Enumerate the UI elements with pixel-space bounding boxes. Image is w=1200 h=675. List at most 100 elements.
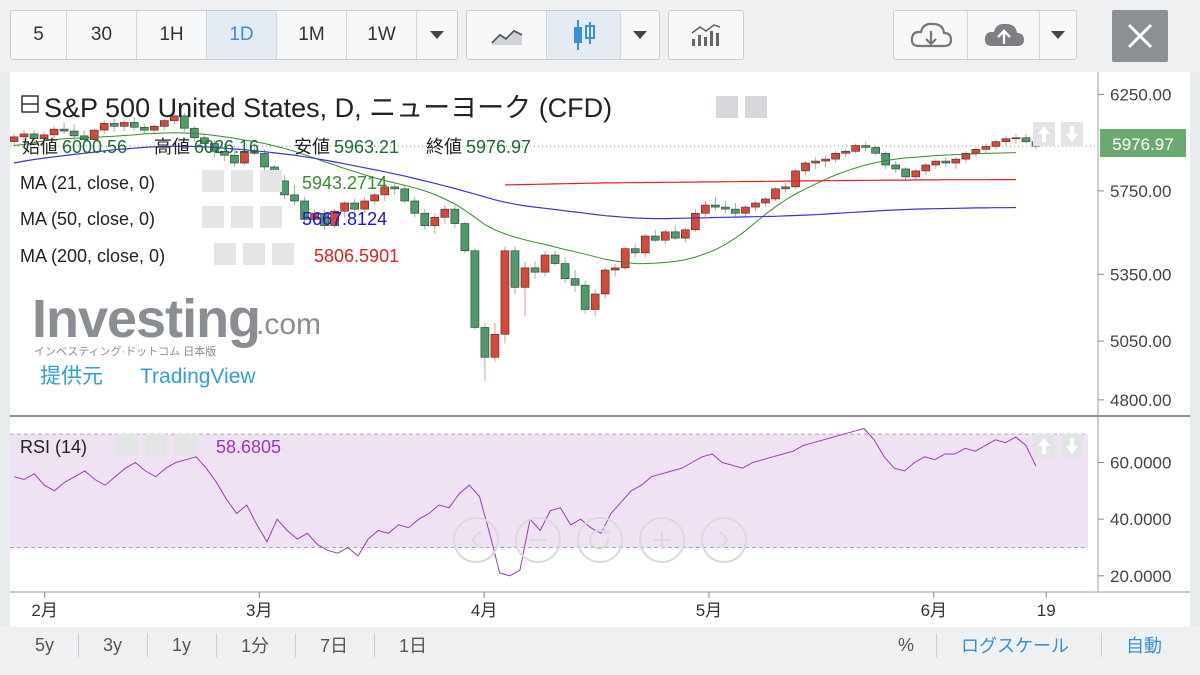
arrow-up-icon	[1038, 126, 1050, 142]
candle	[670, 231, 680, 239]
ma200-visibility-icon[interactable]	[214, 243, 236, 265]
ma50-settings-icon[interactable]	[231, 206, 253, 228]
interval-group: 5 30 1H 1D 1M 1W	[10, 10, 458, 60]
candle	[129, 122, 139, 128]
candlestick-icon	[573, 20, 595, 50]
zoom-out-button[interactable]	[515, 517, 561, 563]
chevron-down-icon	[430, 31, 444, 39]
rsi-tick-label: 40.0000	[1110, 510, 1171, 529]
cloud-save-button[interactable]	[968, 11, 1040, 59]
zoom-in-button[interactable]	[639, 517, 685, 563]
candle	[220, 151, 229, 156]
ma50-visibility-icon[interactable]	[202, 206, 224, 228]
rsi-settings-icon[interactable]	[145, 434, 167, 456]
rsi-controls[interactable]	[116, 434, 196, 456]
candle	[731, 208, 740, 214]
candle	[540, 254, 550, 273]
scroll-left-button[interactable]	[453, 517, 499, 563]
chevron-right-icon	[719, 531, 730, 549]
interval-30-button[interactable]: 30	[67, 11, 137, 59]
candle-chart-button[interactable]	[547, 11, 621, 59]
candle	[370, 194, 380, 202]
candle	[570, 278, 580, 286]
price-chart[interactable]: 6250.00 5750.00 5350.00 5050.00 4800.00 60.0…	[9, 72, 1190, 627]
time-tick-label: 19	[1037, 601, 1056, 620]
range-1min-button[interactable]: 1分	[241, 636, 270, 656]
candle	[1011, 137, 1021, 140]
chevron-left-icon	[470, 531, 481, 549]
ma50-controls[interactable]	[202, 206, 282, 228]
open-label: 始値	[22, 137, 58, 157]
candle	[660, 231, 670, 241]
interval-1m-button[interactable]: 1M	[277, 11, 347, 59]
line-chart-button[interactable]	[467, 11, 547, 59]
chevron-down-icon	[1051, 31, 1065, 39]
ma200-remove-icon[interactable]	[272, 243, 294, 265]
scroll-right-button[interactable]	[701, 517, 747, 563]
range-7d-button[interactable]: 7日	[320, 636, 349, 656]
ma21-remove-icon[interactable]	[260, 170, 282, 192]
interval-5-button[interactable]: 5	[11, 11, 67, 59]
range-1d-button[interactable]: 1日	[399, 636, 428, 656]
candle	[931, 160, 941, 166]
nav-controls	[453, 517, 747, 563]
price-axis[interactable]: 6250.00 5750.00 5350.00 5050.00 4800.00	[1098, 85, 1171, 410]
interval-dropdown-button[interactable]	[417, 11, 457, 59]
candle	[550, 254, 560, 264]
cloud-dropdown-button[interactable]	[1040, 11, 1076, 59]
current-price-label: 5976.97	[1112, 135, 1173, 154]
interval-1w-button[interactable]: 1W	[347, 11, 417, 59]
candle	[711, 204, 720, 208]
ma21-visibility-icon[interactable]	[202, 170, 224, 192]
ma200-value: 5806.5901	[314, 246, 399, 266]
range-5y-button[interactable]: 5y	[35, 634, 55, 655]
range-1y-button[interactable]: 1y	[172, 634, 192, 655]
toolbar: 5 30 1H 1D 1M 1W	[0, 0, 1200, 72]
candle	[560, 263, 570, 279]
interval-1h-button[interactable]: 1H	[137, 11, 207, 59]
candle	[600, 269, 610, 295]
interval-1d-button[interactable]: 1D	[207, 11, 277, 59]
log-scale-button[interactable]: ログスケール	[961, 636, 1069, 656]
ma21-label: MA (21, close, 0)	[20, 173, 155, 193]
time-tick-label: 6月	[921, 601, 947, 620]
low-value: 5963.21	[334, 137, 399, 157]
rsi-band	[10, 434, 1088, 548]
candle	[29, 133, 39, 140]
indicators-button[interactable]	[669, 11, 743, 59]
chart-area[interactable]: 6250.00 5750.00 5350.00 5050.00 4800.00 60.0…	[9, 72, 1190, 627]
reset-button[interactable]	[577, 517, 623, 563]
title-visibility-icon[interactable]	[716, 96, 738, 118]
candle	[530, 267, 540, 273]
candle	[410, 200, 420, 214]
title-settings-icon[interactable]	[745, 96, 767, 118]
candle	[891, 164, 901, 170]
chart-type-dropdown-button[interactable]	[621, 11, 659, 59]
rsi-remove-icon[interactable]	[174, 434, 196, 456]
close-button[interactable]	[1112, 10, 1168, 62]
ma200-settings-icon[interactable]	[243, 243, 265, 265]
candle	[610, 267, 620, 271]
ma21-controls[interactable]	[202, 170, 282, 192]
candle	[350, 202, 359, 210]
rsi-axis[interactable]: 60.0000 40.0000 20.0000	[1098, 454, 1171, 586]
cloud-load-button[interactable]	[894, 11, 968, 59]
arrow-down-icon	[1066, 126, 1078, 142]
auto-scale-button[interactable]: 自動	[1126, 636, 1162, 656]
plus-icon	[653, 531, 671, 549]
watermark-brand: Investing	[32, 289, 260, 349]
range-3y-button[interactable]: 3y	[103, 634, 123, 655]
percent-scale-button[interactable]: %	[898, 634, 915, 655]
rsi-visibility-icon[interactable]	[116, 434, 138, 456]
ma21-settings-icon[interactable]	[231, 170, 253, 192]
candle	[741, 206, 750, 214]
provider-link[interactable]: TradingView	[140, 365, 256, 388]
time-axis[interactable]: 2月 3月 4月 5月 6月 19	[31, 592, 1056, 620]
candle	[991, 141, 1001, 147]
candle	[791, 170, 800, 188]
candle	[170, 115, 179, 121]
close-icon	[1127, 23, 1153, 49]
candle	[620, 248, 630, 269]
ma50-remove-icon[interactable]	[260, 206, 282, 228]
ma200-controls[interactable]	[214, 243, 294, 265]
